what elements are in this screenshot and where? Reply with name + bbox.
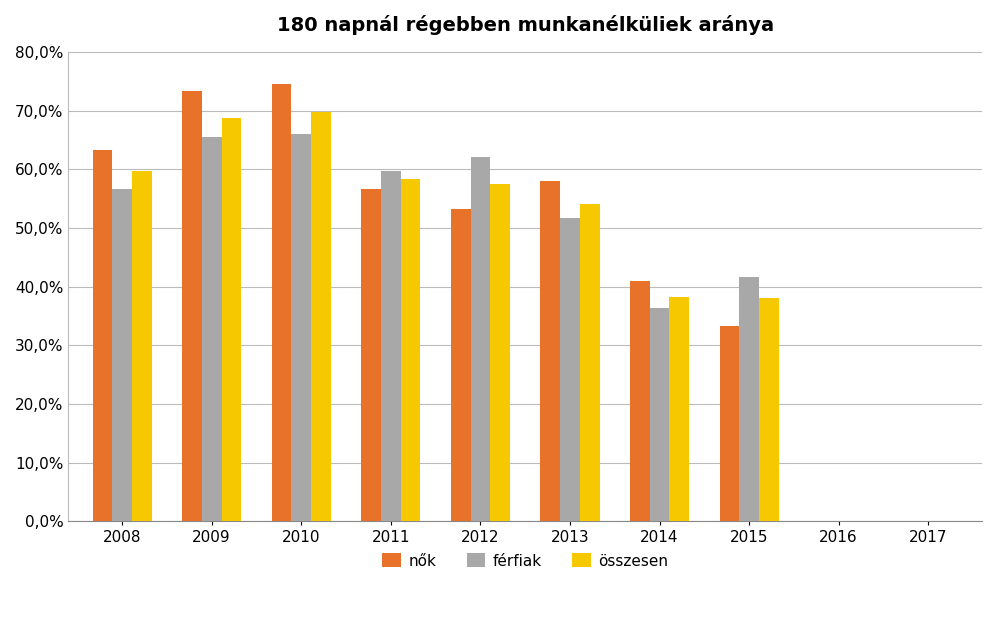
Legend: nők, férfiak, összesen: nők, férfiak, összesen (376, 547, 674, 575)
Bar (361, 188, 381, 521)
Bar (113, 188, 132, 521)
Bar (560, 218, 580, 521)
Bar (182, 91, 201, 521)
Bar (311, 112, 331, 521)
Bar (739, 277, 759, 521)
Bar (381, 171, 401, 521)
Bar (491, 184, 509, 521)
Bar (132, 171, 152, 521)
Bar (401, 179, 421, 521)
Bar (201, 137, 221, 521)
Bar (669, 297, 689, 521)
Bar (471, 157, 491, 521)
Bar (759, 299, 779, 521)
Bar (93, 150, 113, 521)
Title: 180 napnál régebben munkanélküliek aránya: 180 napnál régebben munkanélküliek arány… (276, 15, 774, 35)
Bar (650, 309, 669, 521)
Bar (540, 181, 560, 521)
Bar (580, 205, 599, 521)
Bar (291, 134, 311, 521)
Bar (630, 281, 650, 521)
Bar (272, 84, 291, 521)
Bar (720, 326, 739, 521)
Bar (221, 118, 241, 521)
Bar (451, 208, 471, 521)
